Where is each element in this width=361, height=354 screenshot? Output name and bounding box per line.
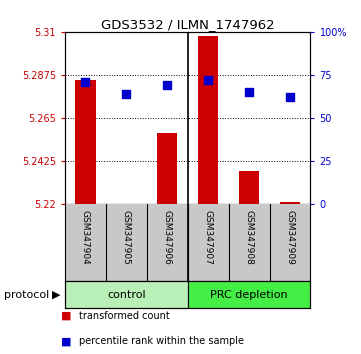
Bar <box>157 133 178 204</box>
Text: GSM347908: GSM347908 <box>245 210 253 265</box>
Point <box>246 89 252 95</box>
Text: ■: ■ <box>61 336 72 347</box>
Text: GSM347906: GSM347906 <box>163 210 172 265</box>
Bar <box>116 204 136 217</box>
Bar <box>75 80 96 204</box>
Point <box>164 82 170 88</box>
Text: ▶: ▶ <box>52 290 60 300</box>
Text: PRC depletion: PRC depletion <box>210 290 288 300</box>
Title: GDS3532 / ILMN_1747962: GDS3532 / ILMN_1747962 <box>101 18 274 31</box>
Text: protocol: protocol <box>4 290 49 300</box>
Bar <box>198 36 218 204</box>
Bar <box>188 281 310 308</box>
Text: GSM347907: GSM347907 <box>204 210 213 265</box>
Point <box>205 77 211 83</box>
Text: ■: ■ <box>61 311 72 321</box>
Text: GSM347904: GSM347904 <box>81 210 90 264</box>
Text: GSM347905: GSM347905 <box>122 210 131 265</box>
Point <box>287 94 293 100</box>
Bar <box>280 202 300 204</box>
Bar <box>239 171 259 204</box>
Point <box>123 91 129 97</box>
Bar <box>65 281 188 308</box>
Text: GSM347909: GSM347909 <box>286 210 295 265</box>
Text: control: control <box>107 290 145 300</box>
Text: percentile rank within the sample: percentile rank within the sample <box>79 336 244 347</box>
Text: transformed count: transformed count <box>79 311 170 321</box>
Point <box>83 79 88 85</box>
